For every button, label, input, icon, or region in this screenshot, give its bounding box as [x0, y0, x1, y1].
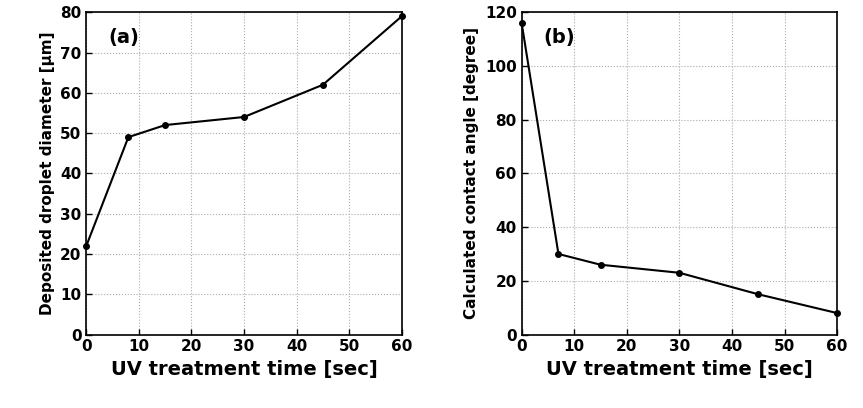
- X-axis label: UV treatment time [sec]: UV treatment time [sec]: [546, 360, 813, 379]
- Y-axis label: Deposited droplet diameter [μm]: Deposited droplet diameter [μm]: [40, 32, 54, 315]
- X-axis label: UV treatment time [sec]: UV treatment time [sec]: [110, 360, 377, 379]
- Y-axis label: Calculated contact angle [degree]: Calculated contact angle [degree]: [464, 27, 479, 319]
- Text: (a): (a): [109, 29, 139, 47]
- Text: (b): (b): [544, 29, 576, 47]
